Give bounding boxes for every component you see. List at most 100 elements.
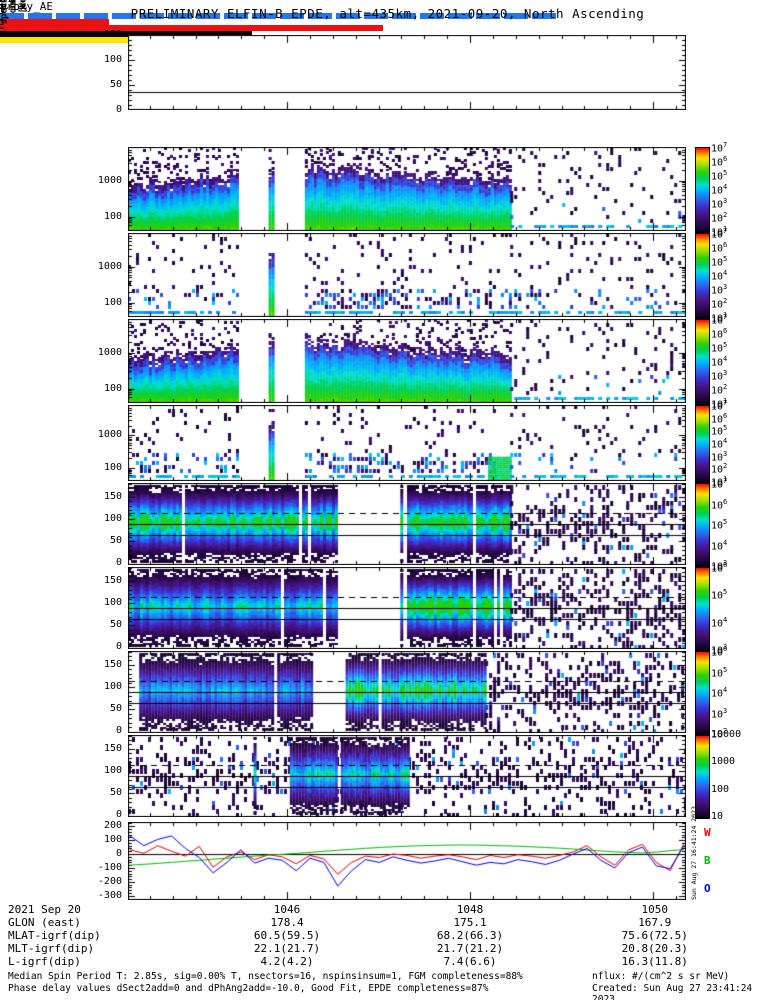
- ytick-anti-0: 1000: [97, 260, 122, 272]
- panel-canvas-perp: [128, 319, 686, 403]
- eph-3-0: 4.2(4.2): [260, 955, 314, 968]
- ytick-para-0: 1000: [97, 429, 122, 441]
- time-tick-1048: 1048: [456, 903, 484, 916]
- footer-spin-period: Median Spin Period T: 2.85s, sig=0.00% T…: [8, 971, 523, 982]
- cbar-tick-anti-1: 106: [711, 241, 728, 255]
- cbar-tick-ch2-2: 104: [711, 686, 728, 700]
- ytick-proxy-1: 100: [103, 53, 122, 65]
- cbar-tick-omni-3: 104: [711, 183, 728, 197]
- ytick-ch2-3: 0: [115, 724, 122, 736]
- cbar-tick-para-6: 101: [711, 475, 728, 489]
- row-label-glon: GLON (east): [8, 916, 81, 929]
- panel-canvas-ch3: [128, 735, 686, 817]
- ytick-omni-1: 100: [103, 210, 122, 222]
- status-bar-red-1: [0, 25, 383, 31]
- cbar-tick-para-0: 107: [711, 399, 728, 413]
- cbar-tick-omni-6: 101: [711, 225, 728, 239]
- eph-0-0: 178.4: [270, 916, 304, 929]
- colorbar-omni: [695, 147, 710, 233]
- panel-canvas-para: [128, 405, 686, 481]
- eph-0-2: 167.9: [638, 916, 672, 929]
- ytick-ch2-0: 150: [103, 658, 122, 670]
- ytick-perp-1: 100: [103, 382, 122, 394]
- ytick-anti-1: 100: [103, 296, 122, 308]
- ytick-ch3-3: 0: [115, 808, 122, 820]
- proxy-ae-right-label: proxy_AE: [0, 0, 53, 13]
- row-label-lshell: L-igrf(dip): [8, 955, 81, 968]
- cbar-tick-para-2: 105: [711, 424, 728, 438]
- cbar-tick-ch2-0: 106: [711, 645, 728, 659]
- ytick-ch0-3: 0: [115, 556, 122, 568]
- time-tick-1046: 1046: [273, 903, 301, 916]
- cbar-tick-perp-0: 107: [711, 313, 728, 327]
- ytick-ch3-2: 50: [109, 787, 122, 799]
- cbar-tick-omni-5: 102: [711, 211, 728, 225]
- cbar-tick-para-1: 106: [711, 411, 728, 425]
- colorbar-ch3: [695, 735, 710, 819]
- ytick-ch2-2: 50: [109, 703, 122, 715]
- cbar-tick-omni-0: 107: [711, 141, 728, 155]
- colorbar-ch1: [695, 567, 710, 651]
- panel-canvas-ch0: [128, 483, 686, 565]
- cbar-tick-ch1-2: 104: [711, 615, 728, 629]
- eph-3-2: 16.3(11.8): [621, 955, 688, 968]
- ytick-omni-0: 1000: [97, 174, 122, 186]
- cbar-tick-ch2-1: 105: [711, 665, 728, 679]
- cbar-tick-ch1-1: 105: [711, 588, 728, 602]
- eph-1-2: 75.6(72.5): [621, 929, 688, 942]
- eph-1-1: 68.2(66.3): [436, 929, 504, 942]
- cbar-tick-perp-3: 104: [711, 355, 728, 369]
- cbar-tick-perp-4: 103: [711, 369, 728, 383]
- ytick-ch1-2: 50: [109, 619, 122, 631]
- ytick-proxy-3: 0: [115, 104, 122, 115]
- ytick-obw-0: 200: [103, 820, 122, 832]
- ytick-obw-1: 100: [103, 834, 122, 846]
- ytick-obw-4: -200: [97, 875, 122, 887]
- row-label-mlt: MLT-igrf(dip): [8, 942, 95, 955]
- cbar-tick-perp-1: 106: [711, 327, 728, 341]
- status-bar-red-0: [0, 19, 109, 25]
- footer-created-timestamp: Created: Sun Aug 27 23:41:24 2023: [592, 983, 753, 1000]
- date-label: 2021 Sep 20: [8, 903, 81, 916]
- ytick-ch0-2: 50: [109, 535, 122, 547]
- cbar-tick-omni-1: 106: [711, 155, 728, 169]
- cbar-tick-ch0-3: 104: [711, 538, 728, 552]
- ytick-ch0-0: 150: [103, 490, 122, 502]
- time-tick-1050: 1050: [641, 903, 669, 916]
- cbar-tick-ch3-1: 1000: [711, 756, 736, 768]
- ytick-para-1: 100: [103, 462, 122, 474]
- cbar-tick-ch2-3: 103: [711, 706, 728, 720]
- ytick-ch1-1: 100: [103, 597, 122, 609]
- eph-2-2: 20.8(20.3): [621, 942, 688, 955]
- cbar-tick-anti-6: 101: [711, 311, 728, 325]
- cbar-tick-ch1-0: 106: [711, 561, 728, 575]
- side-timestamp: Sun Aug 27 16:41:24 2023: [690, 806, 698, 900]
- row-label-mlat: MLAT-igrf(dip): [8, 929, 101, 942]
- cbar-tick-perp-6: 101: [711, 397, 728, 411]
- eph-1-0: 60.5(59.5): [253, 929, 321, 942]
- cbar-tick-anti-5: 102: [711, 297, 728, 311]
- cbar-tick-anti-2: 105: [711, 255, 728, 269]
- cbar-tick-anti-0: 107: [711, 227, 728, 241]
- page-title: PRELIMINARY ELFIN-B EPDE, alt=435km, 202…: [130, 6, 645, 21]
- colorbar-perp: [695, 319, 710, 405]
- colorbar-anti: [695, 233, 710, 319]
- cbar-tick-omni-2: 105: [711, 169, 728, 183]
- eph-0-1: 175.1: [453, 916, 487, 929]
- footer-phase-delay: Phase delay values dSect2add=0 and dPhAn…: [8, 983, 489, 994]
- eph-3-1: 7.4(6.6): [443, 955, 497, 968]
- cbar-tick-ch1-3: 103: [711, 643, 728, 657]
- eph-2-0: 22.1(21.7): [253, 942, 321, 955]
- status-bar-black: [0, 31, 253, 37]
- cbar-tick-ch0-2: 105: [711, 518, 728, 532]
- ytick-proxy-0: 150: [103, 29, 122, 40]
- ytick-ch1-0: 150: [103, 574, 122, 586]
- ytick-ch3-1: 100: [103, 765, 122, 777]
- cbar-tick-ch2-4: 102: [711, 727, 728, 741]
- ytick-obw-2: 0: [115, 848, 122, 860]
- ytick-ch2-1: 100: [103, 681, 122, 693]
- panel-canvas-ch1: [128, 567, 686, 649]
- panel-canvas-ch2: [128, 651, 686, 733]
- cbar-tick-ch0-4: 103: [711, 559, 728, 573]
